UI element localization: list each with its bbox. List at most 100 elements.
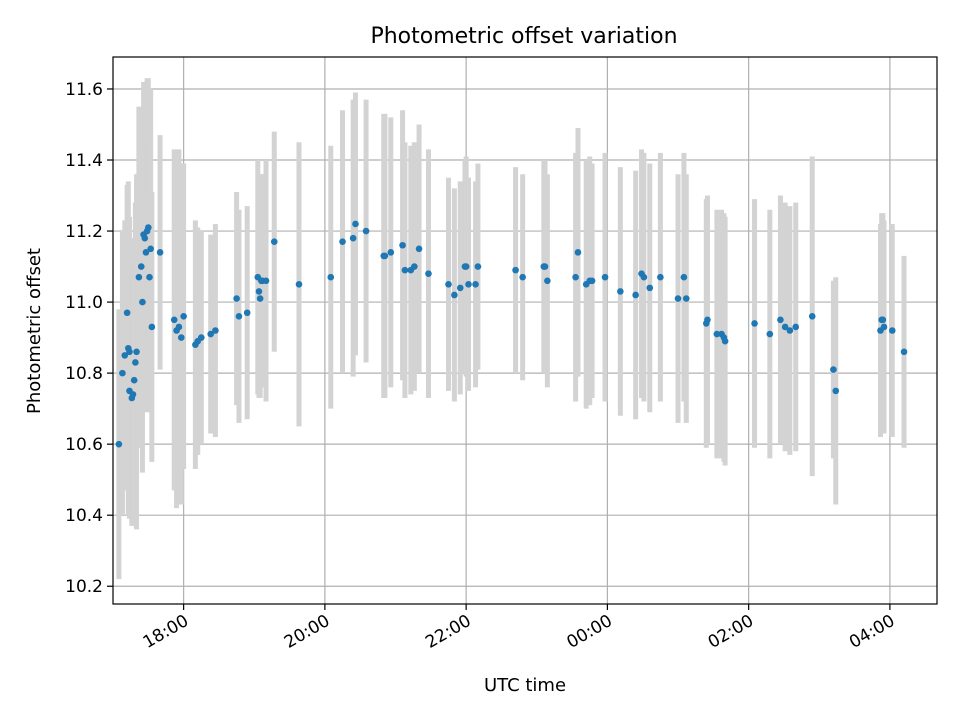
- data-point: [170, 316, 178, 324]
- data-point: [766, 330, 774, 338]
- x-tick-label: 02:00: [705, 611, 757, 653]
- y-tick-label: 10.2: [65, 577, 103, 597]
- x-tick-label: 20:00: [281, 611, 333, 653]
- data-point: [456, 284, 464, 292]
- x-tick-label: 00:00: [563, 611, 615, 653]
- y-tick-label: 10.8: [65, 364, 103, 384]
- data-point: [751, 320, 758, 327]
- data-point: [177, 334, 185, 341]
- data-point: [808, 312, 816, 320]
- data-point: [156, 249, 164, 256]
- data-point: [512, 266, 519, 274]
- data-point: [387, 249, 395, 256]
- data-point: [832, 387, 840, 395]
- data-point: [399, 241, 406, 249]
- y-axis-ticks: 10.2 10.4 10.6 10.8 11.0 11.2 11.4 11.6: [65, 80, 113, 597]
- data-point: [657, 273, 664, 281]
- data-point: [781, 323, 789, 331]
- y-tick-label: 10.6: [65, 435, 103, 455]
- data-point: [674, 295, 682, 302]
- data-point: [362, 227, 370, 235]
- data-point: [792, 323, 800, 331]
- data-point: [262, 277, 270, 285]
- data-point: [129, 391, 137, 398]
- data-point: [197, 334, 205, 341]
- data-point: [212, 327, 219, 334]
- data-point: [141, 234, 149, 242]
- data-point: [148, 323, 156, 331]
- data-point: [445, 281, 452, 288]
- data-point: [135, 273, 143, 281]
- data-point: [680, 273, 688, 281]
- data-point: [574, 249, 582, 256]
- data-point: [175, 323, 183, 331]
- data-point: [132, 359, 139, 366]
- data-point: [462, 263, 470, 270]
- data-point: [255, 288, 263, 295]
- data-point: [451, 291, 458, 299]
- data-point: [425, 270, 432, 277]
- x-tick-label: 18:00: [140, 611, 192, 653]
- data-point: [682, 295, 690, 302]
- data-point: [130, 376, 138, 384]
- data-point: [180, 312, 187, 320]
- plot-frame: [112, 56, 938, 605]
- data-point: [713, 330, 721, 338]
- y-tick-label: 10.4: [65, 506, 103, 526]
- data-point: [777, 316, 784, 324]
- data-point: [270, 238, 278, 246]
- data-point: [888, 327, 896, 334]
- data-point: [126, 348, 133, 356]
- data-point: [411, 263, 418, 270]
- data-point: [295, 281, 303, 288]
- data-point: [119, 369, 126, 377]
- y-tick-label: 11.4: [65, 151, 103, 171]
- data-point: [142, 249, 150, 256]
- data-point: [256, 295, 264, 302]
- data-point: [235, 312, 243, 320]
- y-tick-label: 11.6: [65, 80, 103, 100]
- data-point: [900, 348, 908, 356]
- data-point: [830, 366, 837, 373]
- y-axis-label: Photometric offset: [24, 248, 45, 414]
- x-tick-label: 22:00: [422, 611, 474, 653]
- data-point: [588, 277, 596, 285]
- data-point: [123, 309, 131, 317]
- data-point: [121, 352, 129, 359]
- data-point: [139, 298, 146, 306]
- data-point: [721, 337, 729, 345]
- data-point: [632, 291, 639, 299]
- data-point: [541, 263, 549, 270]
- data-point: [349, 234, 357, 242]
- data-point: [640, 273, 648, 281]
- y-tick-label: 11.0: [65, 293, 103, 313]
- data-point: [145, 224, 152, 231]
- data-point: [544, 277, 551, 285]
- data-point: [339, 238, 346, 246]
- data-point: [704, 316, 711, 324]
- x-axis-ticks: 18:00 20:00 22:00 00:00 02:00 04:00: [140, 604, 898, 653]
- data-point: [601, 273, 609, 281]
- x-tick-label: 04:00: [846, 611, 898, 653]
- x-axis-label: UTC time: [484, 675, 566, 696]
- data-point: [133, 348, 140, 356]
- data-point: [115, 440, 123, 448]
- data-point: [880, 323, 888, 331]
- data-point: [519, 273, 526, 281]
- data-point: [381, 252, 389, 260]
- data-point: [147, 245, 154, 253]
- data-point: [415, 245, 423, 253]
- data-point: [646, 284, 654, 292]
- data-point: [572, 273, 579, 281]
- data-point: [207, 330, 215, 338]
- data-point: [786, 327, 794, 334]
- data-point: [327, 273, 335, 281]
- data-point: [474, 263, 482, 270]
- data-point: [243, 309, 251, 317]
- y-tick-label: 11.2: [65, 222, 103, 242]
- data-point: [472, 281, 479, 288]
- data-point: [146, 273, 153, 281]
- data-points: [115, 220, 908, 448]
- data-point: [401, 266, 409, 274]
